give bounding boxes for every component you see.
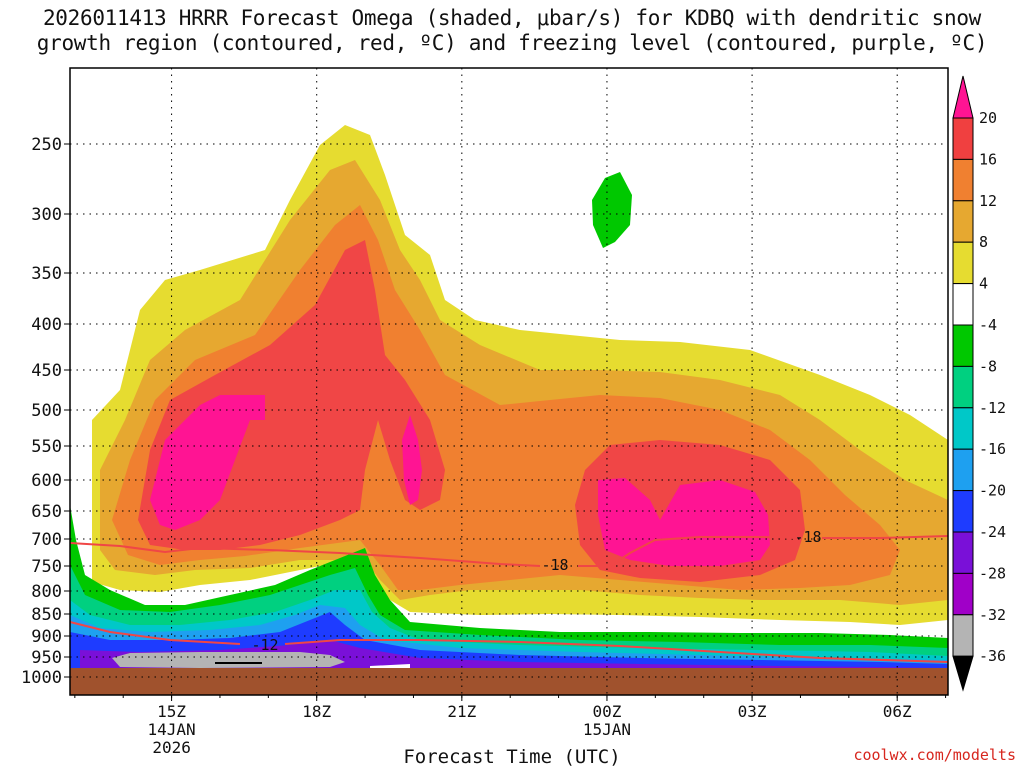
x-tick-date: 14JAN bbox=[148, 720, 196, 739]
colorbar-swatch bbox=[952, 448, 974, 492]
omega-region-neg32 bbox=[112, 652, 345, 668]
y-tick-label: 1000 bbox=[21, 668, 62, 688]
contour-label-minus18-a: -18 bbox=[541, 556, 568, 574]
y-tick-label: 400 bbox=[31, 315, 62, 335]
colorbar-top-arrow bbox=[952, 75, 974, 119]
plot-frame bbox=[69, 67, 949, 696]
colorbar-label: 16 bbox=[979, 150, 997, 168]
dendritic-contour-minus12 bbox=[69, 621, 949, 663]
y-tick-label: 300 bbox=[31, 205, 62, 225]
x-tick-label: 21Z bbox=[447, 702, 476, 721]
omega-region-20c bbox=[598, 478, 770, 566]
colorbar-swatch bbox=[952, 324, 974, 367]
colorbar-swatch bbox=[952, 531, 974, 574]
colorbar-swatch bbox=[952, 490, 974, 533]
y-tick-label: 600 bbox=[31, 471, 62, 491]
colorbar-swatch bbox=[952, 407, 974, 450]
x-tick-label: 06Z bbox=[883, 702, 912, 721]
colorbar: 20 16 12 8 4 -4 -8 -12 -16 -20 -24 -28 -32 -36 bbox=[952, 75, 1006, 692]
colorbar-label: 4 bbox=[979, 275, 988, 293]
colorbar-label: -16 bbox=[979, 440, 1006, 458]
dendritic-contour-minus18 bbox=[69, 535, 949, 567]
x-tick-label: 00Z bbox=[593, 702, 622, 721]
y-tick-label: 650 bbox=[31, 502, 62, 522]
colorbar-swatch bbox=[952, 614, 974, 657]
colorbar-bottom-arrow bbox=[952, 655, 974, 692]
colorbar-label: -20 bbox=[979, 482, 1006, 500]
omega-region-20a bbox=[150, 395, 265, 530]
y-tick-label: 450 bbox=[31, 361, 62, 381]
colorbar-label: -36 bbox=[979, 647, 1006, 665]
colorbar-swatch bbox=[952, 365, 974, 409]
y-axis: 2503003504004505005506006507007508008509… bbox=[21, 135, 70, 688]
y-tick-label: 850 bbox=[31, 605, 62, 625]
colorbar-label: -4 bbox=[979, 316, 997, 334]
x-tick-year: 2026 bbox=[152, 738, 191, 757]
y-tick-label: 800 bbox=[31, 582, 62, 602]
y-tick-label: 550 bbox=[31, 437, 62, 457]
colorbar-label: 8 bbox=[979, 233, 988, 251]
y-tick-label: 750 bbox=[31, 557, 62, 577]
colorbar-label: -28 bbox=[979, 564, 1006, 582]
x-axis-title: Forecast Time (UTC) bbox=[403, 746, 621, 768]
colorbar-swatch bbox=[952, 158, 974, 202]
colorbar-swatch bbox=[952, 200, 974, 243]
x-tick-label: 18Z bbox=[302, 702, 331, 721]
colorbar-label: -8 bbox=[979, 357, 997, 375]
chart-title-line1: 2026011413 HRRR Forecast Omega (shaded, … bbox=[42, 6, 982, 30]
x-tick-date: 15JAN bbox=[583, 720, 631, 739]
colorbar-label: 20 bbox=[979, 109, 997, 127]
colorbar-label: 12 bbox=[979, 192, 997, 210]
omega-region-white-sliver bbox=[370, 664, 410, 668]
y-tick-label: 950 bbox=[31, 648, 62, 668]
x-tick-label: 03Z bbox=[738, 702, 767, 721]
credit-link[interactable]: coolwx.com/modelts bbox=[853, 746, 1016, 764]
colorbar-swatch bbox=[952, 241, 974, 285]
y-tick-label: 700 bbox=[31, 530, 62, 550]
colorbar-swatch bbox=[952, 283, 974, 326]
colorbar-label: -12 bbox=[979, 399, 1006, 417]
y-tick-label: 500 bbox=[31, 401, 62, 421]
omega-region-neg4-aloft bbox=[592, 172, 632, 248]
y-tick-label: 900 bbox=[31, 627, 62, 647]
colorbar-swatch bbox=[952, 572, 974, 616]
omega-region-20b bbox=[402, 415, 422, 505]
y-tick-label: 250 bbox=[31, 135, 62, 155]
chart-title-line2: growth region (contoured, red, ºC) and f… bbox=[36, 31, 988, 55]
contour-label-minus18-b: -18 bbox=[794, 528, 821, 546]
colorbar-label: -32 bbox=[979, 606, 1006, 624]
ground-below-surface bbox=[70, 668, 948, 695]
y-tick-label: 350 bbox=[31, 264, 62, 284]
x-tick-label: 15Z bbox=[157, 702, 186, 721]
omega-shading bbox=[70, 125, 948, 695]
contour-label-minus12: -12 bbox=[251, 636, 278, 654]
colorbar-swatch bbox=[952, 117, 974, 160]
time-gridlines bbox=[171, 68, 898, 695]
colorbar-label: -24 bbox=[979, 523, 1006, 541]
